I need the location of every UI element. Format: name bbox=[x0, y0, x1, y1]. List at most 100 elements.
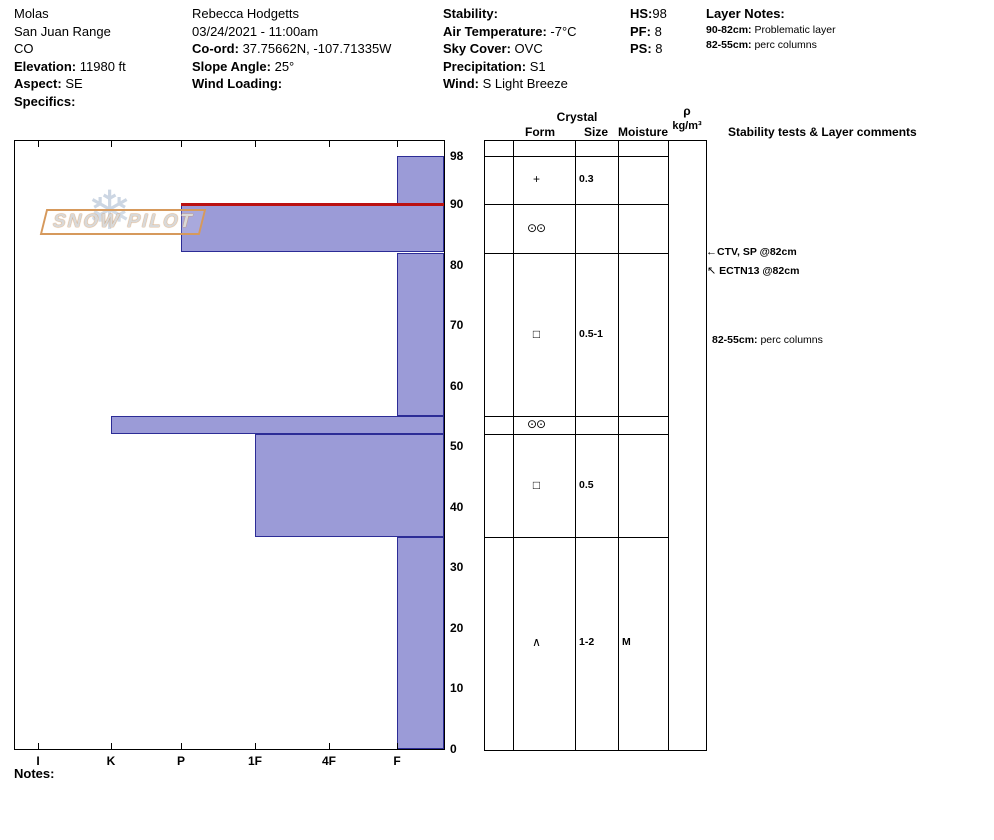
stability-label: Stability: bbox=[443, 6, 498, 21]
aspect-label: Aspect: bbox=[14, 76, 62, 92]
hardness-profile-chart: ❄ SNOW PILOT bbox=[14, 140, 445, 750]
site-name: Molas bbox=[14, 6, 49, 21]
sky-cover-label: Sky Cover: bbox=[443, 41, 511, 57]
layer-note-range: 82-55cm: bbox=[706, 39, 752, 52]
grain-form-symbol: □ bbox=[532, 327, 540, 341]
layer-notes-title: Layer Notes: bbox=[706, 6, 785, 21]
axis-tick bbox=[397, 743, 398, 749]
depth-tick-label: 10 bbox=[450, 681, 464, 695]
moisture-value: M bbox=[622, 636, 631, 648]
table-bottom-line bbox=[484, 750, 707, 751]
arrow-upleft-icon: ↖ bbox=[707, 265, 717, 277]
problematic-layer-line bbox=[181, 203, 444, 206]
snowflake-icon: ❄ bbox=[87, 181, 133, 241]
state-name: CO bbox=[14, 41, 34, 57]
crystal-header: Crystal bbox=[556, 110, 598, 124]
pf-label: PF: bbox=[630, 23, 651, 39]
depth-tick-label: 70 bbox=[450, 318, 464, 332]
hardness-tick-label: K bbox=[106, 754, 116, 768]
chart-bars-layer bbox=[15, 141, 444, 749]
axis-tick bbox=[397, 141, 398, 147]
density-unit-header: kg/m³ bbox=[672, 120, 702, 132]
table-column-line bbox=[484, 140, 485, 750]
elevation-label: Elevation: bbox=[14, 58, 77, 74]
range-name: San Juan Range bbox=[14, 23, 111, 39]
chart-ticks-layer bbox=[15, 141, 444, 749]
precipitation-row: Precipitation: S1 bbox=[443, 58, 577, 76]
logo-frame: SNOW PILOT bbox=[39, 209, 207, 235]
stability-test-text: ECTN13 @82cm bbox=[719, 265, 800, 277]
ps-value: 8 bbox=[655, 41, 663, 57]
sky-cover-row: Sky Cover: OVC bbox=[443, 40, 577, 58]
depth-tick-label: 30 bbox=[450, 560, 464, 574]
hardness-tick-label: I bbox=[36, 754, 40, 768]
header-conditions-block: Stability: Air Temperature: -7°C Sky Cov… bbox=[443, 5, 577, 93]
hardness-bar bbox=[181, 204, 444, 252]
elevation-row: Elevation: 11980 ft bbox=[14, 58, 126, 76]
table-column-line bbox=[706, 140, 707, 750]
wind-loading-row: Wind Loading: bbox=[192, 75, 391, 93]
depth-tick-label: 60 bbox=[450, 379, 464, 393]
layer-note: 90-82cm: Problematic layer bbox=[706, 23, 836, 39]
layer-boundary-line bbox=[484, 537, 669, 538]
header-observer-block: Rebecca Hodgetts 03/24/2021 - 11:00am Co… bbox=[192, 5, 391, 93]
notes-label: Notes: bbox=[14, 766, 55, 781]
slope-angle-label: Slope Angle: bbox=[192, 58, 271, 74]
axis-tick bbox=[329, 141, 330, 147]
grain-form-symbol: ⊙⊙ bbox=[526, 221, 546, 235]
precipitation-value: S1 bbox=[529, 58, 546, 74]
air-temp-label: Air Temperature: bbox=[443, 23, 547, 39]
aspect-row: Aspect: SE bbox=[14, 75, 126, 93]
layer-note-text: perc columns bbox=[754, 39, 817, 52]
wind-loading-label: Wind Loading: bbox=[192, 76, 283, 92]
hardness-tick-label: 4F bbox=[321, 754, 337, 768]
depth-tick-label: 50 bbox=[450, 439, 464, 453]
axis-tick bbox=[181, 743, 182, 749]
layer-boundary-line bbox=[484, 156, 669, 157]
grain-form-symbol: + bbox=[532, 172, 540, 186]
axis-tick bbox=[38, 141, 39, 147]
stability-tests-header: Stability tests & Layer comments bbox=[728, 125, 917, 139]
layer-comment-text: perc columns bbox=[760, 334, 823, 346]
hardness-tick-label: F bbox=[393, 754, 401, 768]
hardness-bar bbox=[255, 434, 444, 537]
grain-size-value: 0.3 bbox=[579, 173, 594, 185]
table-top-line bbox=[484, 140, 707, 141]
precipitation-label: Precipitation: bbox=[443, 58, 527, 74]
logo-text: SNOW PILOT bbox=[50, 211, 197, 232]
elevation-value: 11980 ft bbox=[79, 58, 126, 74]
axis-tick bbox=[38, 743, 39, 749]
stability-test-comment: ↖ ECTN13 @82cm bbox=[707, 264, 799, 277]
arrow-left-icon: ← bbox=[706, 246, 717, 258]
grain-form-symbol: ⊙⊙ bbox=[526, 417, 546, 431]
depth-tick-label: 20 bbox=[450, 621, 464, 635]
size-header: Size bbox=[583, 125, 608, 139]
specifics-row: Specifics: bbox=[14, 93, 126, 111]
stability-test-comment: ←CTV, SP @82cm bbox=[706, 246, 797, 258]
grain-size-value: 0.5-1 bbox=[579, 328, 603, 340]
specifics-label: Specifics: bbox=[14, 93, 76, 109]
wind-value: S Light Breeze bbox=[482, 76, 568, 92]
table-column-line bbox=[668, 140, 669, 750]
observer-name: Rebecca Hodgetts bbox=[192, 6, 299, 21]
axis-tick bbox=[255, 141, 256, 147]
layer-note: 82-55cm: perc columns bbox=[706, 38, 836, 54]
depth-tick-label: 40 bbox=[450, 500, 464, 514]
slope-angle-row: Slope Angle: 25° bbox=[192, 58, 391, 76]
form-header: Form bbox=[525, 125, 555, 139]
hs-label: HS: bbox=[630, 6, 653, 21]
hardness-tick-label: 1F bbox=[247, 754, 263, 768]
layer-comment-range: 82-55cm: bbox=[712, 334, 758, 346]
pf-value: 8 bbox=[654, 23, 662, 39]
depth-tick-label: 90 bbox=[450, 197, 464, 211]
layer-boundary-line bbox=[484, 434, 669, 435]
axis-tick bbox=[181, 141, 182, 147]
layer-note-text: Problematic layer bbox=[754, 23, 836, 36]
hardness-bar bbox=[397, 537, 444, 749]
moisture-header: Moisture bbox=[618, 125, 669, 139]
depth-tick-label: 0 bbox=[450, 742, 457, 756]
ps-row: PS: 8 bbox=[630, 40, 667, 58]
aspect-value: SE bbox=[65, 76, 83, 92]
snowpilot-logo: ❄ SNOW PILOT bbox=[39, 181, 213, 245]
